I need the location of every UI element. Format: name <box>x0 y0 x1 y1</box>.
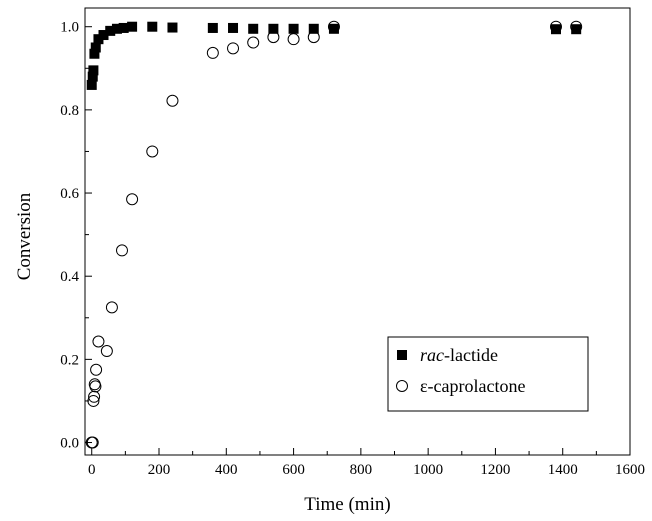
data-point-square <box>88 65 99 76</box>
data-point-circle <box>90 363 103 376</box>
x-tick-label: 600 <box>282 462 305 478</box>
data-point-square <box>86 79 97 90</box>
data-series <box>85 20 583 449</box>
x-tick-label: 1400 <box>548 462 578 478</box>
data-point-circle <box>86 436 99 449</box>
data-point-circle <box>549 20 562 33</box>
data-point-circle <box>247 36 260 49</box>
x-tick-label: 200 <box>148 462 171 478</box>
data-point-circle <box>267 31 280 44</box>
data-point-square <box>550 24 561 35</box>
data-point-circle <box>570 20 583 33</box>
x-tick-label: 1600 <box>615 462 645 478</box>
data-point-square <box>105 25 116 36</box>
legend-label-rac-lactide-prefix: rac <box>420 345 444 365</box>
series-rac-lactide <box>86 21 582 90</box>
data-point-square <box>90 42 101 53</box>
data-point-circle <box>287 33 300 46</box>
data-point-square <box>207 22 218 33</box>
data-point-square <box>147 21 158 32</box>
x-tick-label: 800 <box>350 462 373 478</box>
x-tick-label: 0 <box>88 462 96 478</box>
x-axis-title: Time (min) <box>304 494 390 515</box>
data-point-square <box>127 21 138 32</box>
y-axis-title: Conversion <box>14 192 35 280</box>
data-point-square <box>248 23 259 34</box>
data-point-circle <box>89 380 102 393</box>
legend-marker-rac-lactide <box>397 350 407 360</box>
legend: rac-lactide ε-caprolactone <box>387 336 589 412</box>
data-point-circle <box>146 145 159 158</box>
data-point-square <box>89 48 100 59</box>
data-point-circle <box>227 42 240 55</box>
data-point-circle <box>116 244 129 257</box>
data-point-square <box>328 23 339 34</box>
data-point-square <box>288 23 299 34</box>
legend-label-caprolactone: ε-caprolactone <box>420 376 526 396</box>
y-tick-label: 1.0 <box>60 20 79 36</box>
x-tick-label: 1000 <box>413 462 443 478</box>
data-point-circle <box>105 301 118 314</box>
data-point-square <box>268 23 279 34</box>
x-tick-label: 400 <box>215 462 238 478</box>
data-point-circle <box>92 335 105 348</box>
data-point-square <box>308 23 319 34</box>
minor-ticks <box>85 67 597 455</box>
data-point-circle <box>126 193 139 206</box>
data-point-square <box>87 71 98 82</box>
data-point-circle <box>87 394 100 407</box>
data-point-square <box>98 30 109 41</box>
y-tick-labels: 0.0 0.2 0.4 0.6 0.8 1.0 <box>60 20 79 452</box>
data-point-circle <box>166 94 179 107</box>
data-point-square <box>228 22 239 33</box>
plot-frame <box>84 7 631 456</box>
data-point-square <box>571 24 582 35</box>
data-point-square <box>167 22 178 33</box>
y-tick-label: 0.4 <box>60 269 79 285</box>
data-point-circle <box>327 20 340 33</box>
x-tick-labels: 0 200 400 600 800 1000 1200 1400 1600 <box>88 462 645 478</box>
data-point-circle <box>307 31 320 44</box>
legend-box <box>387 336 589 412</box>
data-point-circle <box>206 46 219 59</box>
data-point-circle <box>100 345 113 358</box>
x-tick-label: 1200 <box>480 462 510 478</box>
y-tick-label: 0.6 <box>60 186 79 202</box>
y-tick-label: 0.2 <box>60 352 79 368</box>
legend-marker-caprolactone <box>396 380 408 392</box>
data-point-square <box>118 22 129 33</box>
y-tick-label: 0.0 <box>60 436 79 452</box>
y-tick-label: 0.8 <box>60 103 79 119</box>
data-point-square <box>93 34 104 45</box>
data-point-square <box>111 23 122 34</box>
series-caprolactone <box>85 20 583 449</box>
legend-label-rac-lactide-suffix: -lactide <box>444 345 498 365</box>
legend-label-rac-lactide: rac-lactide <box>420 345 498 365</box>
